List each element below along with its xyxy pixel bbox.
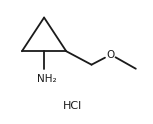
- Text: NH₂: NH₂: [37, 74, 57, 84]
- Text: HCl: HCl: [63, 101, 82, 111]
- Text: O: O: [106, 50, 115, 60]
